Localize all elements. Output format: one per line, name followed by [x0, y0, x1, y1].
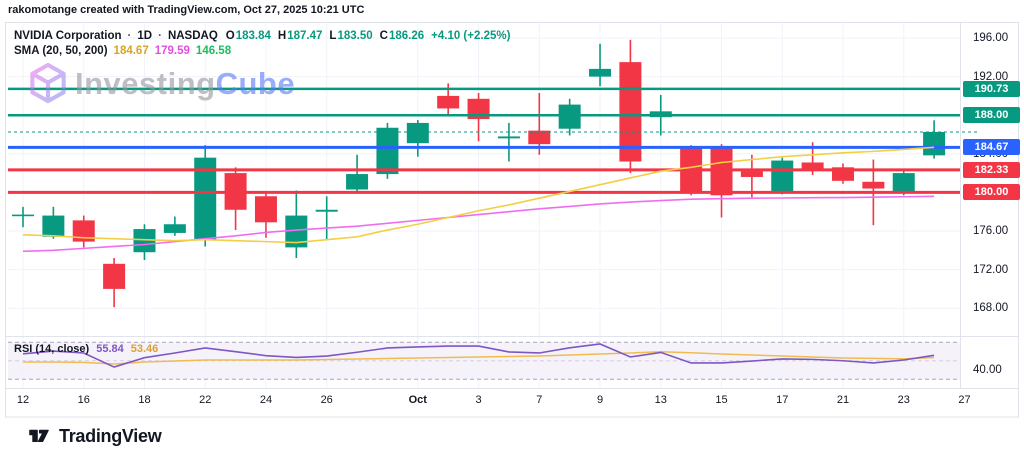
- price-axis-label: 192.00: [973, 70, 1009, 83]
- close-label: C: [379, 29, 388, 42]
- time-tick-label: 15: [715, 394, 728, 406]
- time-tick-label: 17: [776, 394, 789, 406]
- exchange-label: NASDAQ: [167, 29, 218, 42]
- candle-up: [285, 215, 308, 248]
- price-axis-label: 196.00: [973, 32, 1009, 44]
- rsi-legend: RSI (14, close) 55.84 53.46: [14, 343, 158, 355]
- price-level-badge[interactable]: 182.33: [963, 161, 1020, 178]
- attribution-note: rakomotange created with TradingView.com…: [8, 4, 365, 16]
- candlestick-series[interactable]: [12, 39, 946, 308]
- high-label: H: [277, 29, 287, 42]
- chart-border: [5, 22, 1019, 418]
- candle-down: [72, 220, 95, 242]
- ohlc-values: O 183.84 H 187.47 L 183.50 C 186.26 +4.1…: [226, 30, 511, 42]
- candle-down: [862, 181, 885, 189]
- candle-up: [923, 131, 946, 156]
- open-value: 183.84: [235, 29, 271, 42]
- sma20-value: 184.67: [113, 44, 149, 57]
- symbol-legend: NVIDIA Corporation · 1D · NASDAQ O 183.8…: [14, 28, 510, 58]
- interval-label[interactable]: 1D: [137, 29, 153, 42]
- price-level-badge[interactable]: 180.00: [963, 184, 1020, 201]
- watermark-text-cube: Cube: [215, 65, 296, 101]
- rsi-ma-value: 53.46: [130, 343, 159, 355]
- candle-up: [315, 209, 338, 212]
- sma-legend-label[interactable]: SMA (20, 50, 200): [14, 44, 108, 57]
- rsi-line: [22, 343, 935, 368]
- sma200-value: 146.58: [195, 44, 232, 57]
- candle-up: [558, 104, 581, 129]
- investingcube-watermark: InvestingCube: [28, 62, 295, 105]
- time-tick-label: 7: [536, 394, 543, 406]
- sma20-line: [22, 146, 935, 244]
- candle-down: [740, 171, 763, 177]
- sma-legend-row: SMA (20, 50, 200) 184.67 179.59 146.58: [14, 43, 510, 58]
- candle-up: [406, 122, 429, 144]
- candle-down: [103, 263, 126, 289]
- time-tick-label: 22: [199, 394, 212, 406]
- legend-separator: ·: [158, 29, 162, 42]
- candle-down: [528, 130, 551, 145]
- rsi-ma-line: [23, 351, 935, 365]
- candle-down: [437, 95, 460, 109]
- tradingview-wordmark: TradingView: [59, 426, 162, 446]
- time-tick-label: Oct: [408, 394, 427, 406]
- time-tick-label: 9: [596, 394, 604, 406]
- open-label: O: [225, 29, 235, 42]
- candle-up: [892, 173, 915, 192]
- candle-down: [801, 162, 824, 171]
- time-tick-label: 26: [320, 394, 333, 406]
- price-axis-label: 168.00: [973, 302, 1009, 315]
- price-level-badge[interactable]: 190.73: [963, 80, 1020, 97]
- candle-up: [497, 136, 520, 139]
- legend-separator: ·: [127, 29, 132, 42]
- time-tick-label: 13: [654, 394, 667, 406]
- candle-up: [133, 229, 156, 253]
- rsi-axis-label: 40.00: [973, 364, 1002, 376]
- high-value: 187.47: [287, 29, 323, 42]
- candle-up: [346, 174, 369, 190]
- sma50-value: 179.59: [154, 44, 190, 57]
- symbol-legend-row-main: NVIDIA Corporation · 1D · NASDAQ O 183.8…: [14, 28, 510, 43]
- time-tick-label: 3: [475, 394, 482, 406]
- time-tick-label: 27: [958, 394, 971, 406]
- change-value: +4.10 (+2.25%): [431, 29, 511, 42]
- symbol-title: NVIDIA Corporation: [14, 29, 122, 42]
- time-tick-label: 24: [259, 394, 273, 406]
- cube-icon: [30, 62, 66, 104]
- candle-up: [589, 68, 612, 77]
- tradingview-logo-icon: [29, 429, 49, 442]
- price-axis-label: 172.00: [973, 263, 1009, 276]
- low-value: 183.50: [337, 29, 373, 42]
- candle-up: [194, 157, 217, 240]
- candle-up: [771, 160, 794, 193]
- time-tick-label: 21: [836, 394, 850, 406]
- time-tick-label: 12: [16, 394, 30, 406]
- time-tick-label: 16: [77, 394, 90, 406]
- candle-up: [376, 127, 399, 175]
- close-value: 186.26: [388, 29, 425, 42]
- time-tick-label: 23: [897, 394, 910, 406]
- watermark-text-investing: Investing: [75, 65, 216, 101]
- candle-down: [254, 196, 277, 223]
- candle-up: [12, 214, 34, 217]
- price-level-badge[interactable]: 188.00: [963, 107, 1020, 124]
- candle-up: [163, 224, 186, 233]
- price-axis-label: 176.00: [973, 225, 1009, 237]
- low-label: L: [329, 29, 337, 42]
- time-tick-label: 18: [138, 394, 151, 406]
- rsi-legend-label[interactable]: RSI (14, close): [14, 343, 90, 355]
- candle-up: [42, 215, 65, 237]
- tradingview-logo[interactable]: TradingView: [28, 426, 162, 447]
- price-level-lines[interactable]: [8, 87, 960, 194]
- price-level-badge[interactable]: 184.67: [963, 139, 1020, 156]
- candle-down: [619, 62, 642, 162]
- sma50-line: [22, 195, 935, 253]
- rsi-value: 55.84: [96, 343, 124, 355]
